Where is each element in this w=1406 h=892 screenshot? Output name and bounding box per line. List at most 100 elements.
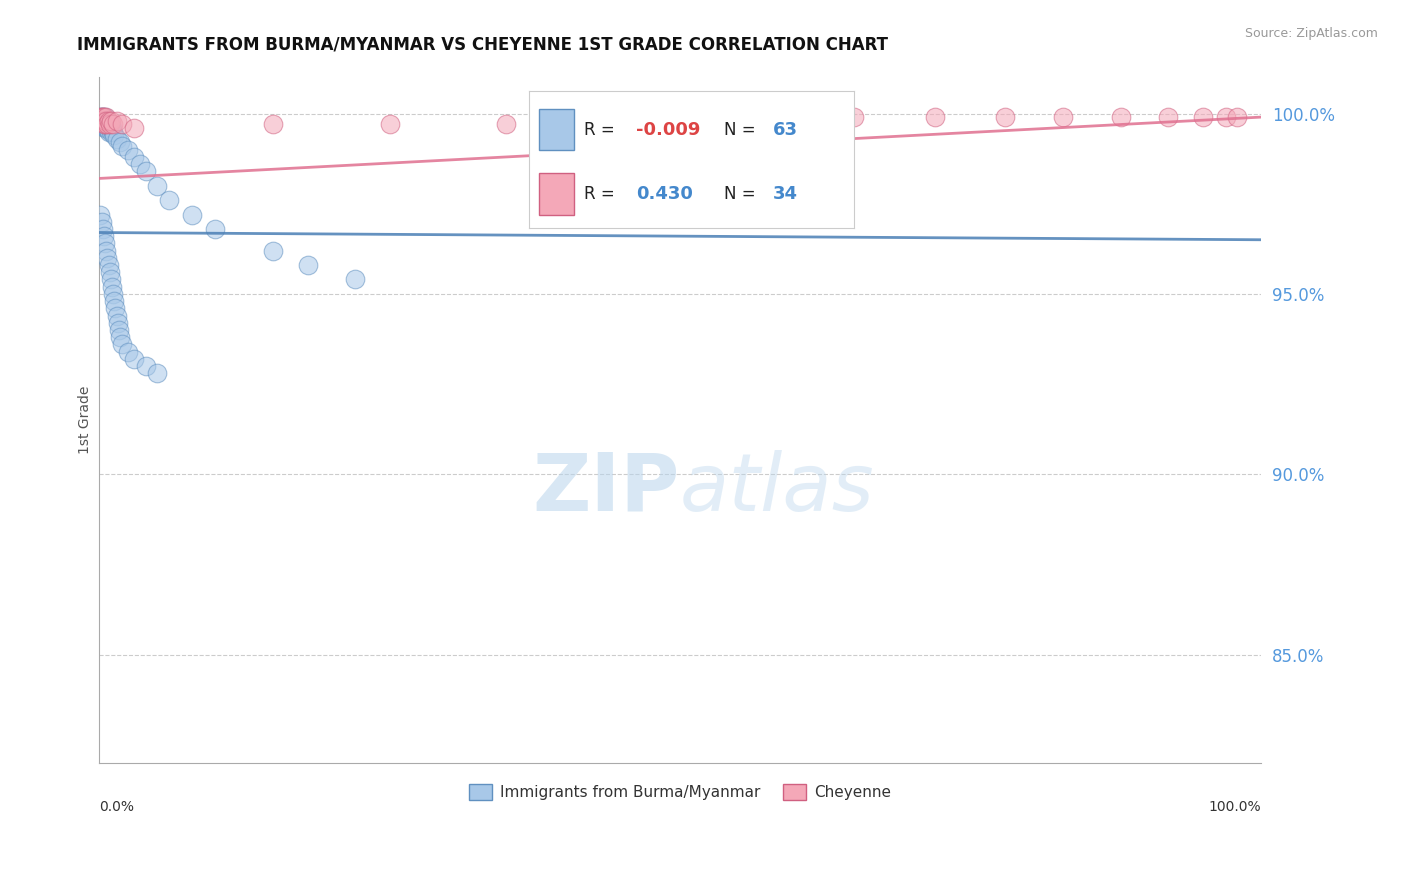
Point (108, 136, 131, 150)
Point (94, 110, 117, 124)
Point (93, 229, 115, 244)
Point (105, 113, 128, 128)
Point (262, 117, 284, 131)
Point (108, 330, 131, 344)
Point (101, 286, 124, 301)
Legend: Immigrants from Burma/Myanmar, Cheyenne: Immigrants from Burma/Myanmar, Cheyenne (463, 779, 897, 806)
Point (100, 113, 122, 128)
Point (378, 117, 401, 131)
Point (100, 272, 122, 286)
Point (90, 110, 112, 124)
Point (96, 113, 118, 128)
Point (96, 251, 118, 265)
Point (94, 120, 117, 135)
Point (1052, 110, 1074, 124)
Point (96, 120, 118, 135)
Point (89, 113, 111, 128)
Point (98, 265, 121, 279)
Point (146, 366, 169, 380)
Point (108, 323, 131, 337)
Point (1157, 110, 1180, 124)
Point (103, 128, 125, 143)
Point (91, 110, 114, 124)
Point (94, 117, 117, 131)
Point (93, 117, 115, 131)
Point (135, 164, 157, 178)
Point (97, 258, 120, 272)
Point (89, 110, 111, 124)
Point (89, 207, 111, 221)
Point (844, 110, 866, 124)
Text: atlas: atlas (681, 450, 875, 528)
Point (924, 110, 946, 124)
Point (90, 215, 112, 229)
Point (297, 258, 319, 272)
Point (111, 139, 134, 153)
Point (89, 110, 111, 124)
Point (495, 117, 517, 131)
Point (117, 344, 139, 359)
Point (96, 117, 118, 131)
Point (98, 117, 121, 131)
Text: 0.0%: 0.0% (100, 800, 134, 814)
Point (94, 113, 117, 128)
Point (94, 236, 117, 251)
Point (101, 124, 124, 138)
Point (107, 316, 129, 330)
Point (610, 117, 633, 131)
Point (105, 309, 128, 323)
Point (262, 244, 284, 258)
Point (111, 117, 134, 131)
Point (93, 110, 115, 124)
Point (100, 124, 122, 138)
Point (1191, 110, 1213, 124)
Point (1215, 110, 1237, 124)
Text: ZIP: ZIP (533, 450, 681, 528)
Point (93, 117, 115, 131)
Point (91, 117, 114, 131)
Point (97, 113, 120, 128)
Point (104, 301, 127, 316)
Point (94, 113, 117, 128)
Point (146, 178, 169, 193)
Point (98, 120, 121, 135)
Point (117, 143, 139, 157)
Point (96, 244, 118, 258)
Point (101, 120, 124, 135)
Point (122, 120, 145, 135)
Point (101, 117, 124, 131)
Point (343, 272, 366, 286)
Point (93, 113, 115, 128)
Point (122, 351, 145, 366)
Text: 100.0%: 100.0% (1208, 800, 1261, 814)
Point (96, 110, 118, 124)
Text: IMMIGRANTS FROM BURMA/MYANMAR VS CHEYENNE 1ST GRADE CORRELATION CHART: IMMIGRANTS FROM BURMA/MYANMAR VS CHEYENN… (77, 36, 889, 54)
Point (96, 113, 118, 128)
Point (157, 193, 180, 207)
Point (90, 110, 112, 124)
Point (994, 110, 1017, 124)
Point (135, 359, 157, 373)
Point (89, 117, 111, 131)
Text: Source: ZipAtlas.com: Source: ZipAtlas.com (1244, 27, 1378, 40)
Point (103, 294, 125, 309)
Point (90, 113, 112, 128)
Point (91, 110, 114, 124)
Point (122, 150, 145, 164)
Point (1226, 110, 1249, 124)
Y-axis label: 1st Grade: 1st Grade (79, 386, 93, 454)
Point (1109, 110, 1132, 124)
Point (90, 113, 112, 128)
Point (111, 337, 134, 351)
Point (204, 222, 226, 236)
Point (100, 117, 122, 131)
Point (97, 124, 120, 138)
Point (97, 117, 120, 131)
Point (727, 110, 749, 124)
Point (90, 117, 112, 131)
Point (105, 132, 128, 146)
Point (181, 207, 204, 221)
Point (96, 117, 118, 131)
Point (89, 113, 111, 128)
Point (91, 113, 114, 128)
